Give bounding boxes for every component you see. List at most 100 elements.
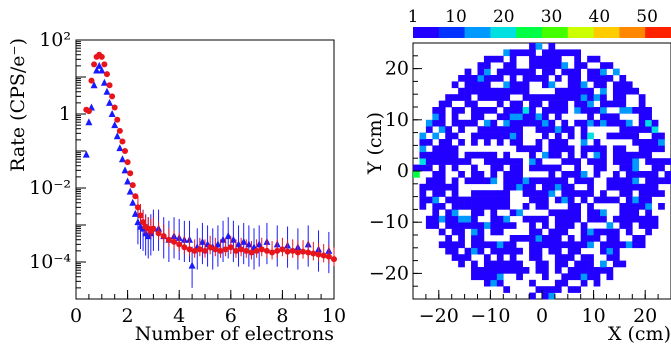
heatmap-bin [542,81,549,89]
colorbar-segment [629,27,636,38]
heatmap-bin [574,81,581,89]
heatmap-bin [483,203,491,210]
heatmap-bin [542,235,549,242]
heatmap-bin [432,113,440,121]
colorbar-tick-label: 30 [541,7,563,27]
heatmap-bin [606,241,614,249]
blue-triangle-point [111,121,119,129]
heatmap-bin [600,107,607,114]
heatmap-bin [451,254,459,261]
heatmap-bin [625,228,633,236]
heatmap-bin [432,151,440,159]
heatmap-bin [496,139,504,146]
heatmap-bin [529,55,536,63]
heatmap-bin [458,171,465,178]
heatmap-bin [458,254,465,261]
heatmap-bin [612,171,620,178]
heatmap-bin [425,222,433,229]
heatmap-bin [548,55,556,63]
heatmap-bin [477,87,485,95]
colorbar-segment [500,27,507,38]
heatmap-bin [432,209,440,217]
heatmap-bin [561,68,569,76]
heatmap-bin [516,183,523,191]
blue-triangle-point [113,132,121,140]
colorbar-segment [660,27,667,38]
red-circle-point [129,182,136,189]
colorbar-tick-label: 1 [408,7,419,27]
colorbar-segment [578,27,584,38]
heatmap-bin [619,132,627,140]
red-circle-point [263,247,270,254]
colorbar-tick-label: 50 [636,7,658,27]
heatmap-bin [445,139,452,146]
colorbar-segment [449,27,455,38]
heatmap-bin [554,139,562,146]
heatmap-bin [542,273,549,281]
heatmap-bin [483,222,491,229]
heatmap-bin [554,183,562,191]
heatmap-bin [464,100,472,108]
heatmap-bin [432,183,440,191]
heatmap-bin [542,292,549,300]
heatmap-bin [561,126,569,133]
heatmap-bin [580,139,588,146]
heatmap-bin [445,235,452,242]
heatmap-bin [438,158,446,165]
heatmap-bin [522,107,530,114]
heatmap-bin [535,286,543,293]
heatmap-bin [471,107,478,114]
heatmap-bin [542,260,549,268]
heatmap-bin [522,113,530,121]
heatmap-bin [425,183,433,191]
heatmap-bin [606,235,614,242]
heatmap-bin [542,68,549,76]
heatmap-bin [483,177,491,185]
heatmap-bin [535,164,543,172]
heatmap-bin [625,177,633,185]
red-circle-point [160,233,167,240]
heatmap-bin [542,132,549,140]
heatmap-bin [471,87,478,95]
heatmap-bin [632,132,640,140]
heatmap-bin [438,139,446,146]
heatmap-bin [529,62,536,69]
colorbar-segment [423,27,429,38]
heatmap-bin [593,75,601,82]
heatmap-bin [658,164,665,172]
blue-triangle-point [198,237,206,245]
heatmap-bin [516,49,523,57]
heatmap-bin [535,62,543,69]
heatmap-bin [490,158,498,165]
heatmap-bin [451,94,459,101]
heatmap-bin [619,158,627,165]
heatmap-bin [542,190,549,197]
colorbar-segment [603,27,610,38]
heatmap-bin [554,75,562,82]
red-circle-point [122,148,129,154]
heatmap-bin [587,87,594,95]
blue-triangle-point [108,110,116,117]
heatmap-bin [451,132,459,140]
heatmap-bin [619,203,627,210]
heatmap-bin [619,222,627,229]
heatmap-bin [561,62,569,69]
heatmap-bin [490,55,498,63]
x-tick-label: 0 [536,305,548,327]
heatmap-bin [522,203,530,210]
heatmap-bin [587,68,594,76]
heatmap-bin [593,279,601,287]
heatmap-bin [548,139,556,146]
heatmap-bin [587,273,594,281]
heatmap-bin [471,209,478,217]
heatmap-bin [509,254,517,261]
heatmap-bin [632,126,640,133]
heatmap-bin [542,222,549,229]
heatmap-bin [612,94,620,101]
heatmap-bin [567,68,575,76]
heatmap-bin [554,55,562,63]
heatmap-bin [458,139,465,146]
heatmap-bin [529,43,536,50]
heatmap-bin [554,107,562,114]
heatmap-bin [522,49,530,57]
